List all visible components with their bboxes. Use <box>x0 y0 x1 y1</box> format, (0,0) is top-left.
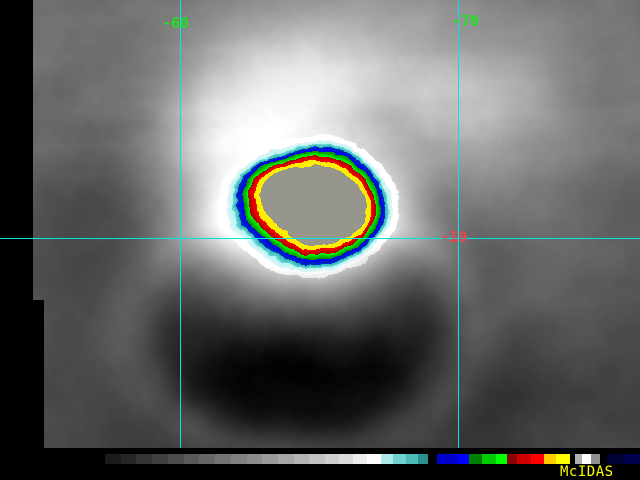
status-left-group: 10001 METEOSAT9 9 20 OCT 25293 213000 10… <box>22 464 602 480</box>
colorbar-segment <box>0 454 105 464</box>
satellite-image-area[interactable]: -60 -70 -10 <box>0 0 640 448</box>
colorbar-segment <box>353 454 368 464</box>
colorbar-segment <box>606 454 625 464</box>
colorbar-segment <box>599 454 607 464</box>
colorbar-segment <box>309 454 326 464</box>
colorbar-segment <box>517 454 532 464</box>
status-line: 10001 METEOSAT9 9 20 OCT 25293 213000 10… <box>0 464 640 480</box>
grid-line-vertical-lon-60 <box>180 0 181 448</box>
satellite-image-canvas[interactable] <box>0 0 640 448</box>
grid-label-lon-60: -60 <box>162 14 190 32</box>
grid-line-vertical-lon-70 <box>458 0 459 448</box>
colorbar-segment <box>555 454 570 464</box>
image-left-mask-lower <box>0 300 44 448</box>
colorbar-segment <box>575 454 583 464</box>
colorbar-segment <box>246 454 263 464</box>
colorbar-segment <box>199 454 216 464</box>
colorbar-segment <box>152 454 168 464</box>
colorbar-segment <box>339 454 354 464</box>
colorbar-segment <box>506 454 518 464</box>
bottom-status-bar: 10001 METEOSAT9 9 20 OCT 25293 213000 10… <box>0 448 640 480</box>
colorbar-segment <box>590 454 600 464</box>
grid-line-horizontal-lat-10 <box>0 238 640 239</box>
colorbar-segment <box>183 454 200 464</box>
colorbar-segment <box>417 454 429 464</box>
colorbar-segment <box>393 454 406 464</box>
grid-label-lat-10: -10 <box>440 228 468 246</box>
colorbar-segment <box>262 454 278 464</box>
ir-enhancement-colorbar <box>0 454 640 464</box>
colorbar-segment <box>167 454 184 464</box>
colorbar-segment <box>120 454 137 464</box>
colorbar-segment <box>230 454 247 464</box>
colorbar-segment <box>468 454 483 464</box>
colorbar-segment <box>531 454 544 464</box>
colorbar-segment <box>482 454 497 464</box>
colorbar-segment <box>325 454 340 464</box>
colorbar-segment <box>582 454 591 464</box>
colorbar-segment <box>624 454 640 464</box>
colorbar-segment <box>277 454 294 464</box>
colorbar-segment <box>104 454 121 464</box>
grid-label-lon-70: -70 <box>452 12 480 30</box>
colorbar-segment <box>367 454 382 464</box>
colorbar-segment <box>293 454 310 464</box>
colorbar-segment <box>405 454 418 464</box>
colorbar-segment <box>428 454 438 464</box>
colorbar-segment <box>569 454 576 464</box>
colorbar-segment <box>136 454 153 464</box>
colorbar-segment <box>496 454 507 464</box>
colorbar-segment <box>215 454 231 464</box>
colorbar-segment <box>458 454 469 464</box>
colorbar-segment <box>543 454 556 464</box>
software-label: McIDAS <box>560 464 614 480</box>
colorbar-segment <box>437 454 459 464</box>
colorbar-segment <box>381 454 394 464</box>
